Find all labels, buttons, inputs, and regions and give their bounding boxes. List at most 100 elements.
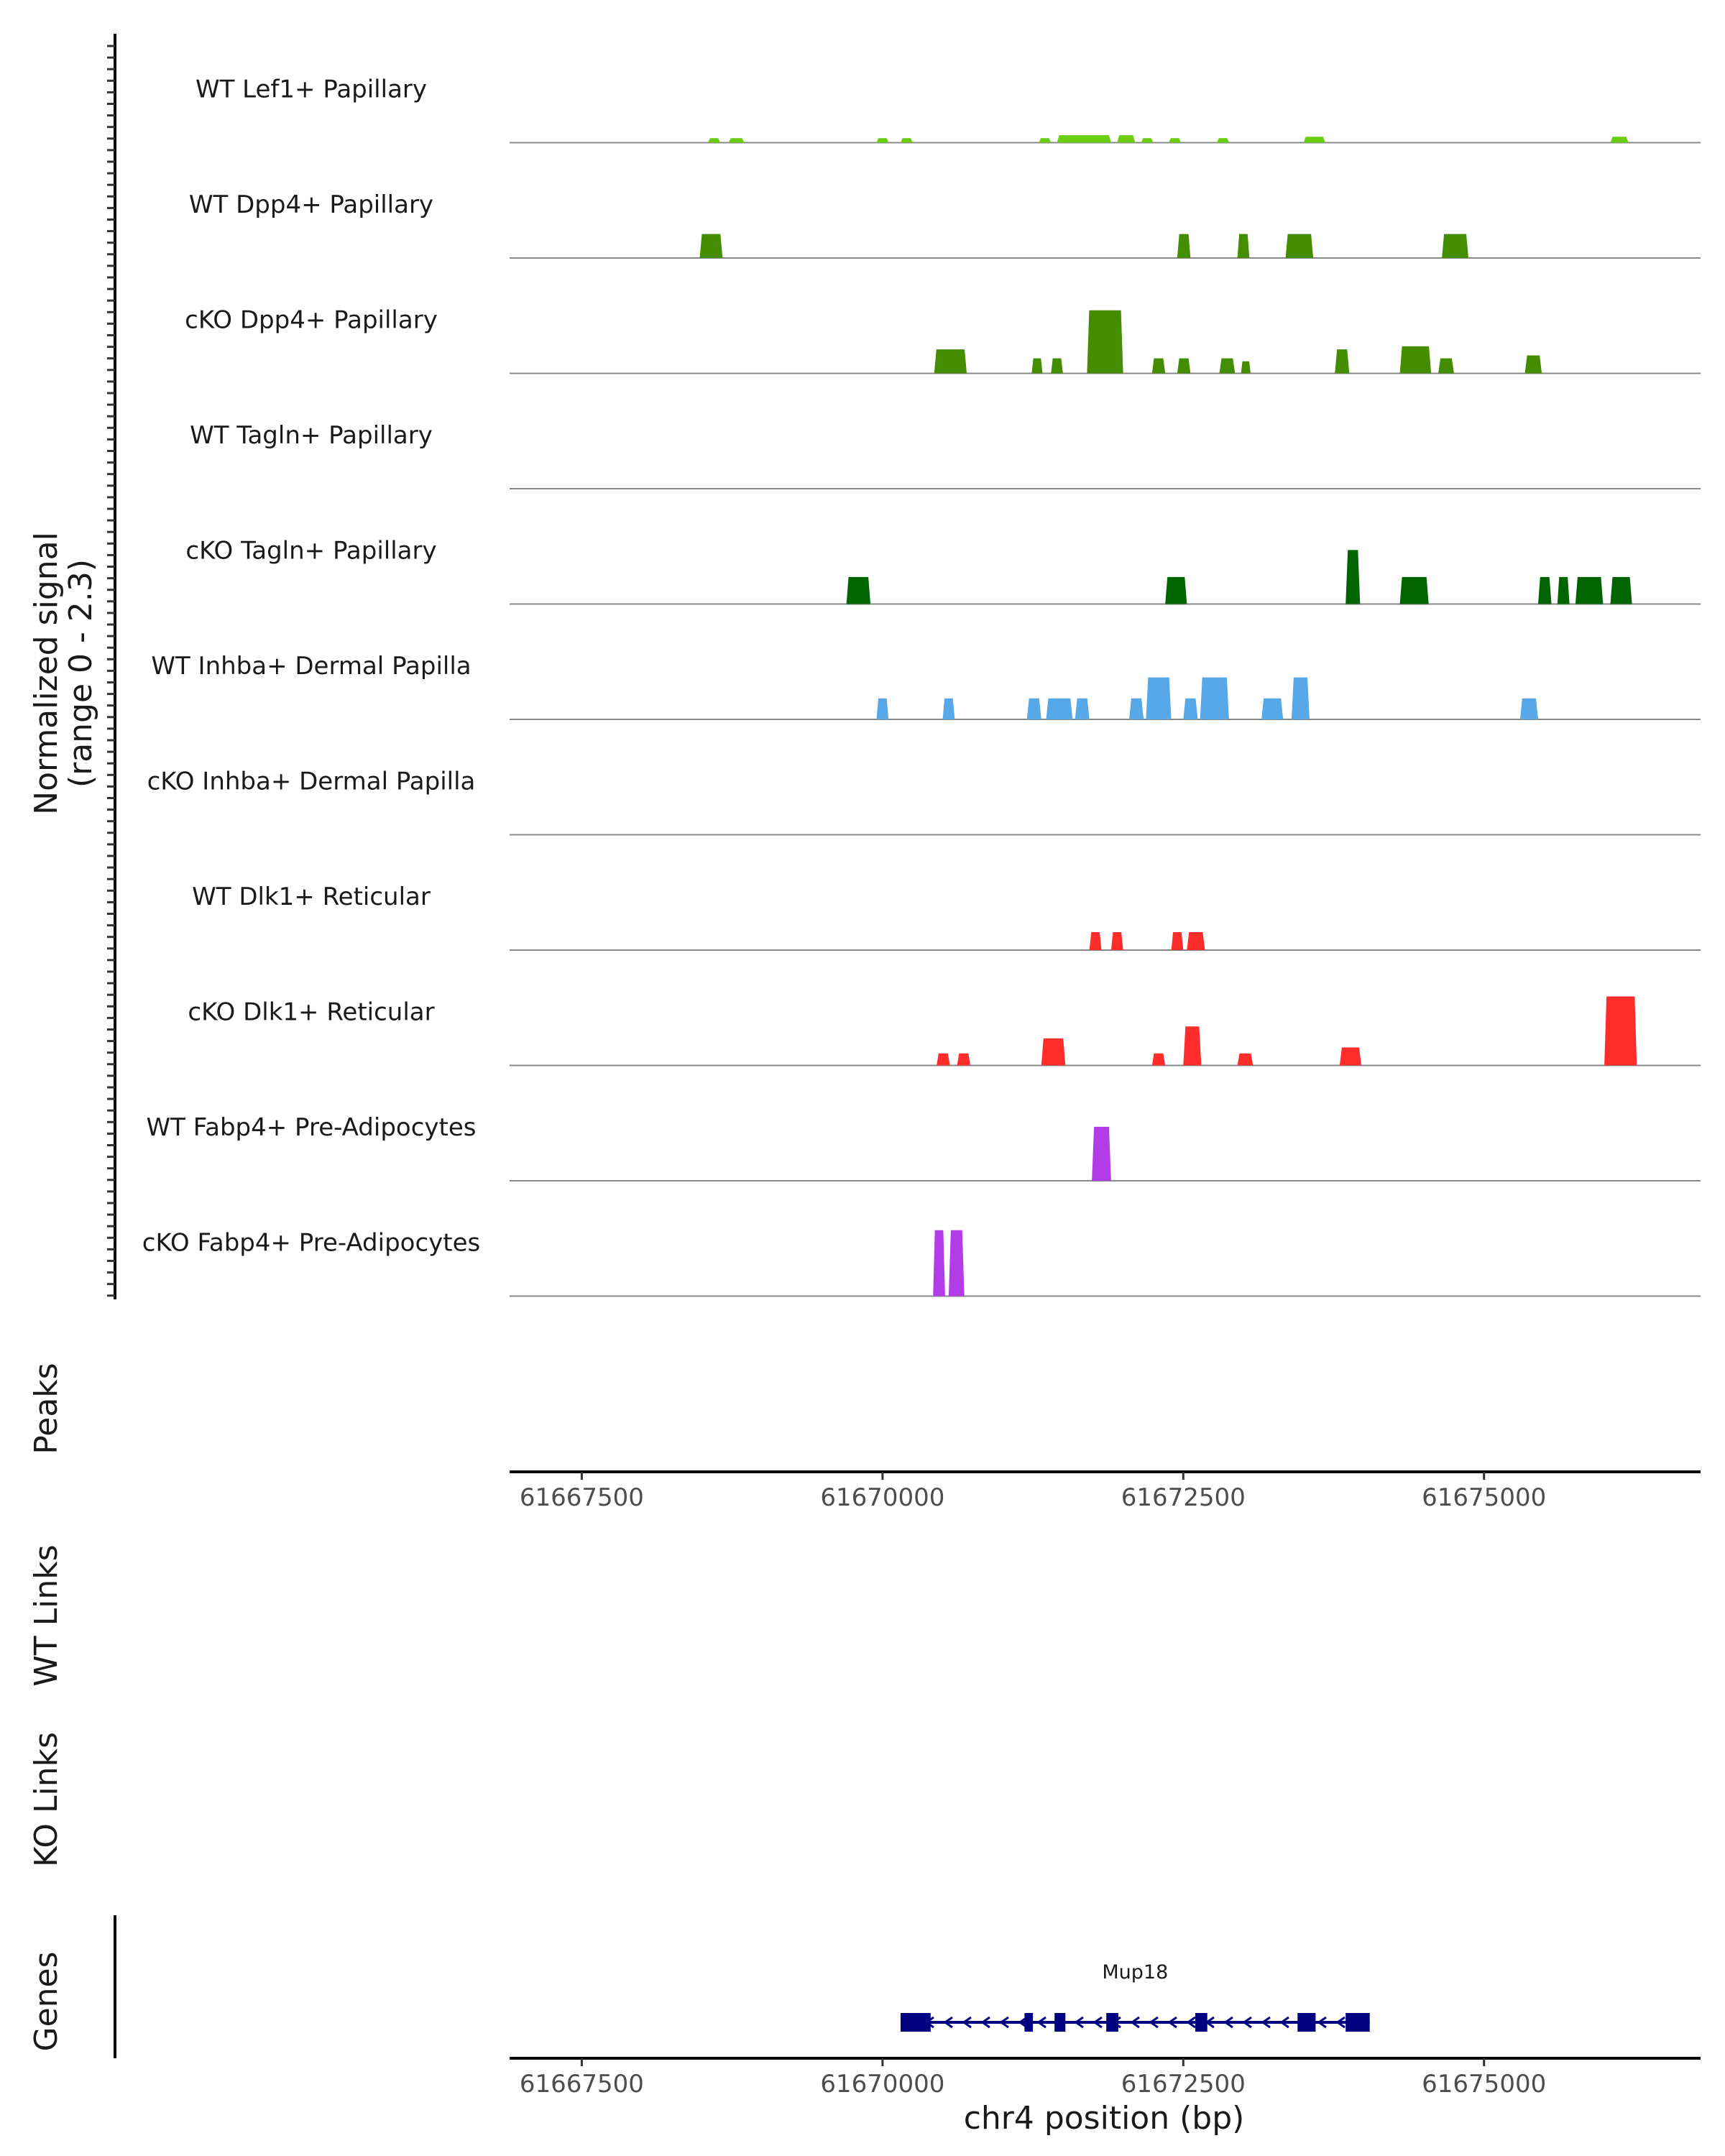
track-2-signal-7 — [1241, 361, 1251, 374]
track-7-signal-3 — [1187, 932, 1205, 950]
peaks-track-title: Peaks — [28, 1363, 65, 1454]
track-5-signal-5 — [1129, 698, 1144, 719]
gene-0-strand-arrow-13 — [1167, 2016, 1177, 2029]
track-label-1: WT Dpp4+ Papillary — [189, 190, 433, 219]
track-4-signal-6 — [1575, 576, 1604, 604]
y-axis-subtitle: (range 0 - 2.3) — [63, 559, 99, 788]
track-5-signal-2 — [1026, 698, 1041, 719]
track-label-5: WT Inhba+ Dermal Papilla — [151, 652, 471, 681]
gene-0-strand-arrow-1 — [943, 2016, 953, 2029]
track-label-10: cKO Fabp4+ Pre-Adipocytes — [142, 1229, 481, 1258]
track-2-signal-10 — [1438, 358, 1454, 374]
track-2-signal-2 — [1051, 358, 1063, 374]
track-7-signal-2 — [1171, 932, 1184, 950]
track-2-signal-3 — [1087, 310, 1123, 374]
track-8-signal-3 — [1151, 1053, 1166, 1066]
track-2-signal-6 — [1219, 358, 1236, 374]
track-2-signal-11 — [1524, 355, 1542, 374]
track-label-9: WT Fabp4+ Pre-Adipocytes — [147, 1113, 477, 1142]
peaks-x-tick-label-2: 61672500 — [1121, 1483, 1246, 1512]
track-5-signal-11 — [1519, 698, 1538, 719]
track-label-6: cKO Inhba+ Dermal Papilla — [147, 768, 476, 796]
gene-0-strand-arrow-3 — [980, 2016, 990, 2029]
gene-0-strand-arrow-4 — [999, 2016, 1009, 2029]
gene-0-exon-1 — [1024, 2013, 1034, 2032]
genes-track-title: Genes — [28, 1951, 65, 2051]
gene-annotation: Mup18 — [901, 1961, 1370, 2032]
coverage-tracks: WT Lef1+ Papillary WT Dpp4+ Papillary cKO … — [142, 75, 1701, 1297]
track-label-4: cKO Tagln+ Papillary — [185, 537, 436, 566]
gene-0-strand-arrow-12 — [1149, 2016, 1159, 2029]
track-0-signal-4 — [1039, 138, 1052, 143]
track-7-signal-0 — [1089, 932, 1102, 950]
track-8-signal-6 — [1339, 1047, 1361, 1066]
gene-0-exon-5 — [1297, 2013, 1316, 2032]
track-4-signal-3 — [1399, 576, 1429, 604]
track-0-signal-3 — [901, 138, 913, 143]
track-1-signal-0 — [699, 234, 723, 258]
gene-0-strand-arrow-9 — [1092, 2016, 1103, 2029]
gene-0-strand-arrow-8 — [1074, 2016, 1084, 2029]
ko-links-track-title: KO Links — [28, 1732, 65, 1867]
track-8-signal-0 — [937, 1053, 950, 1066]
track-2-signal-5 — [1177, 358, 1191, 374]
track-7-signal-1 — [1110, 932, 1123, 950]
track-5-signal-1 — [942, 698, 955, 719]
track-2-signal-8 — [1335, 349, 1350, 374]
track-8-signal-7 — [1604, 996, 1637, 1066]
track-10-signal-0 — [933, 1230, 945, 1296]
gene-0-label: Mup18 — [1102, 1961, 1168, 1984]
track-0-signal-10 — [1303, 137, 1325, 143]
track-5-signal-4 — [1075, 698, 1090, 719]
track-4-signal-0 — [846, 576, 871, 604]
gene-0-strand-arrow-16 — [1223, 2016, 1233, 2029]
genes-x-tick-label-3: 61675000 — [1422, 2070, 1546, 2099]
track-5-signal-7 — [1183, 698, 1198, 719]
gene-0-strand-arrow-2 — [962, 2016, 972, 2029]
signal-y-axis — [107, 34, 116, 1299]
track-8-signal-1 — [957, 1053, 970, 1066]
track-label-2: cKO Dpp4+ Papillary — [185, 306, 438, 335]
track-8-signal-4 — [1183, 1026, 1202, 1066]
track-5-signal-0 — [876, 698, 889, 719]
gene-0-strand-arrow-17 — [1242, 2016, 1252, 2029]
track-2-signal-1 — [1031, 358, 1043, 374]
genes-x-axis: 61667500 61670000 61672500 61675000 — [510, 2057, 1701, 2099]
gene-0-strand-arrow-22 — [1335, 2016, 1346, 2029]
gene-0-strand-arrow-19 — [1279, 2016, 1289, 2029]
peaks-x-tick-label-1: 61670000 — [820, 1483, 944, 1512]
peaks-x-axis: 61667500 61670000 61672500 61675000 — [510, 1470, 1701, 1512]
genes-x-tick-label-2: 61672500 — [1121, 2070, 1246, 2099]
track-4-signal-1 — [1165, 576, 1187, 604]
gene-0-strand-arrow-11 — [1130, 2016, 1140, 2029]
track-4-signal-2 — [1346, 550, 1361, 604]
track-5-signal-6 — [1146, 677, 1172, 719]
track-4-signal-4 — [1538, 576, 1552, 604]
track-label-7: WT Dlk1+ Reticular — [192, 883, 431, 911]
track-8-signal-5 — [1237, 1053, 1254, 1066]
gene-0-strand-arrow-14 — [1186, 2016, 1196, 2029]
track-label-3: WT Tagln+ Papillary — [190, 421, 433, 450]
track-0-signal-11 — [1610, 137, 1629, 143]
track-label-0: WT Lef1+ Papillary — [196, 75, 427, 104]
track-1-signal-2 — [1237, 234, 1250, 258]
peaks-x-tick-label-0: 61667500 — [520, 1483, 644, 1512]
track-4-signal-7 — [1610, 576, 1632, 604]
track-8-signal-2 — [1041, 1038, 1066, 1066]
gene-0-exon-0 — [901, 2013, 931, 2032]
track-10-signal-1 — [948, 1230, 965, 1296]
track-1-signal-4 — [1442, 234, 1468, 258]
track-4-signal-5 — [1557, 576, 1570, 604]
track-5-signal-8 — [1200, 677, 1229, 719]
gene-0-strand-arrow-21 — [1317, 2016, 1327, 2029]
track-2-signal-9 — [1399, 346, 1432, 374]
track-2-signal-4 — [1151, 358, 1166, 374]
y-axis-title: Normalized signal — [28, 532, 65, 815]
gene-0-exon-2 — [1054, 2013, 1066, 2032]
gene-0-exon-3 — [1106, 2013, 1118, 2032]
genes-x-tick-label-0: 61667500 — [520, 2070, 644, 2099]
wt-links-track-title: WT Links — [28, 1544, 65, 1686]
track-5-signal-10 — [1291, 677, 1310, 719]
x-axis-title: chr4 position (bp) — [964, 2100, 1245, 2137]
peaks-x-tick-label-3: 61675000 — [1422, 1483, 1546, 1512]
